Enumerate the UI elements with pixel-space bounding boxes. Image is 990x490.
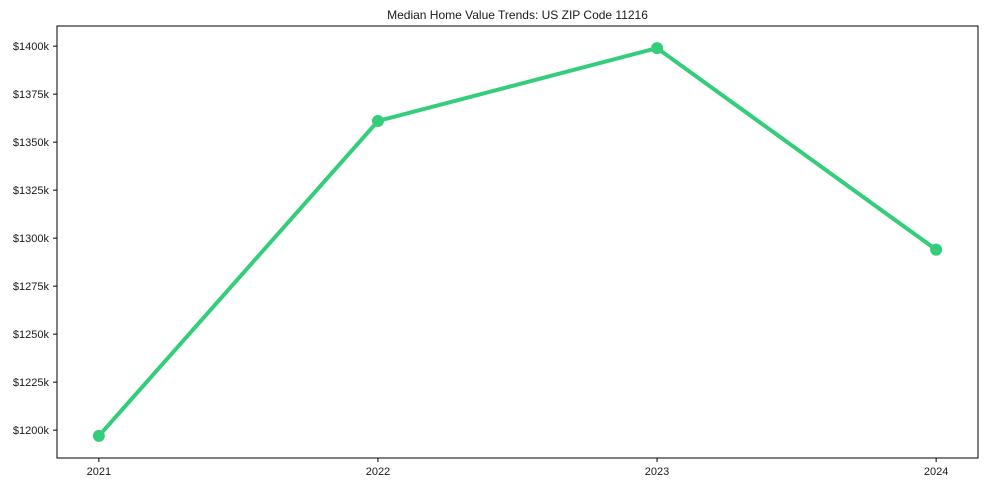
y-axis-tick-label: $1200k (13, 425, 50, 437)
y-axis-tick-label: $1400k (13, 41, 50, 53)
x-axis-tick-label: 2023 (645, 466, 669, 478)
trend-line (96, 46, 939, 438)
x-axis-tick-label: 2021 (87, 466, 111, 478)
data-point-2023 (651, 42, 664, 55)
y-axis-tick-label: $1275k (13, 281, 50, 293)
y-axis-tick-label: $1225k (13, 377, 50, 389)
x-axis-tick-label: 2024 (924, 466, 948, 478)
y-axis-tick-label: $1350k (13, 137, 50, 149)
data-point-2022 (371, 115, 384, 128)
data-point-2024 (930, 243, 943, 256)
y-axis-tick-label: $1325k (13, 185, 50, 197)
y-axis-tick-label: $1250k (13, 329, 50, 341)
x-axis-tick-label: 2022 (366, 466, 390, 478)
y-axis-tick-label: $1375k (13, 89, 50, 101)
data-point-2021 (92, 429, 105, 442)
chart-title: Median Home Value Trends: US ZIP Code 11… (387, 8, 648, 22)
y-axis-tick-label: $1300k (13, 233, 50, 245)
plot-border (56, 25, 979, 459)
